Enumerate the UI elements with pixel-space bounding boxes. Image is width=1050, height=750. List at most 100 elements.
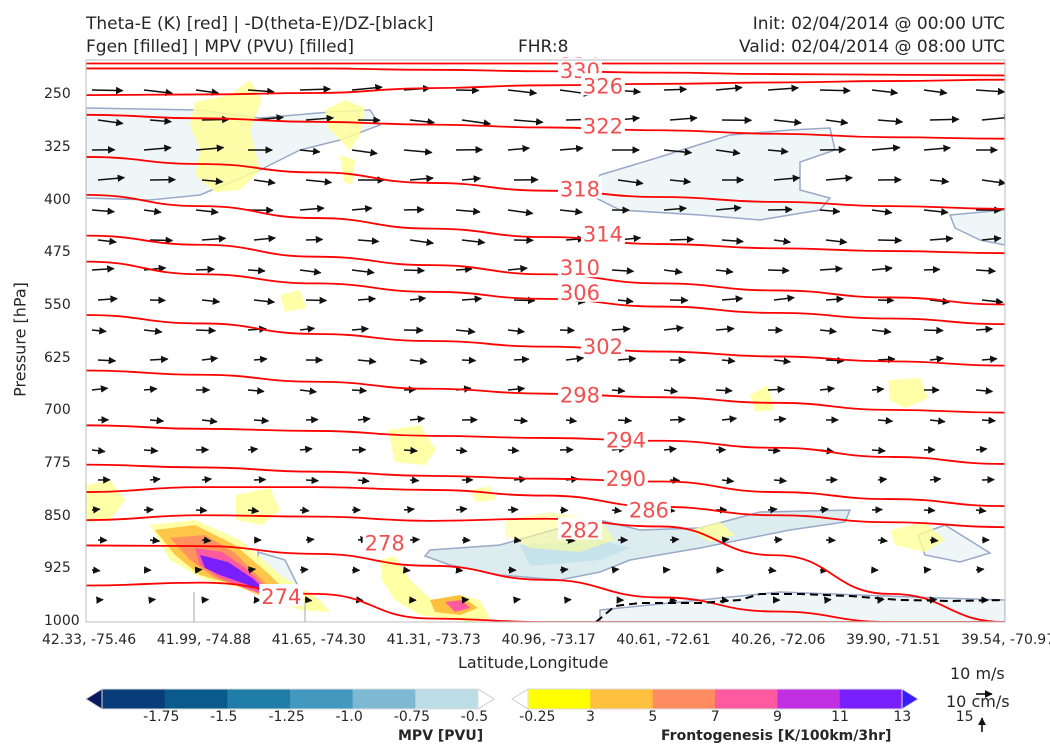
colorbar-tick-label: -1.5	[210, 709, 238, 725]
wind-vector	[929, 355, 945, 363]
wind-vector	[565, 536, 576, 544]
theta-e-label: 314	[583, 223, 623, 247]
wind-vector	[975, 445, 988, 454]
wind-vector	[149, 536, 161, 545]
wind-vector	[91, 327, 107, 335]
wind-vector	[929, 297, 951, 306]
wind-vector	[195, 88, 220, 96]
colorbar-segment	[590, 689, 654, 709]
theta-e-label-bg	[580, 221, 625, 244]
theta-e-contour-326	[86, 78, 1005, 97]
wind-vector	[663, 387, 679, 395]
wind-vector	[929, 235, 954, 243]
wind-vector	[455, 327, 476, 336]
theta-e-contour-310	[86, 234, 1005, 306]
wind-vector	[663, 267, 683, 276]
y-tick-label: 625	[44, 349, 71, 366]
wind-vector	[611, 566, 620, 574]
wind-vector	[201, 115, 230, 124]
wind-vector	[507, 385, 526, 393]
wind-vector	[929, 177, 950, 185]
wind-vector	[409, 536, 420, 544]
x-tick-label: 40.96, -73.17	[501, 632, 596, 648]
colorbar-tick-label: 7	[710, 709, 720, 725]
wind-vector	[721, 536, 730, 544]
wind-vector	[299, 445, 313, 454]
colorbar-tick-label: -1.0	[335, 709, 363, 725]
wind-vector	[825, 356, 845, 365]
wind-vector	[715, 84, 743, 92]
wind-vector	[669, 235, 695, 244]
wind-vector	[455, 207, 481, 216]
wind-vector	[663, 324, 685, 333]
wind-vector	[253, 416, 270, 425]
wind-vector	[663, 205, 687, 213]
wind-vector	[299, 147, 321, 156]
wind-vector	[507, 88, 538, 97]
wind-vector	[299, 506, 310, 514]
theta-e-contour-302	[86, 314, 1005, 367]
wind-vector	[981, 178, 1005, 187]
title-line-1: Theta-E (K) [red] | -D(theta-E)/DZ-[blac…	[86, 14, 434, 34]
theta-e-label-bg	[603, 465, 648, 488]
wind-vector	[669, 536, 680, 544]
y-tick-label: 325	[44, 138, 71, 155]
x-tick-label: 41.31, -73.73	[386, 632, 481, 648]
wind-vector	[143, 144, 172, 152]
wind-vector	[351, 205, 373, 213]
theta-e-label-bg	[603, 427, 648, 450]
theta-e-label-bg	[557, 279, 602, 302]
colorbar-segment	[290, 689, 354, 709]
wind-vector	[975, 387, 994, 395]
wind-vector	[877, 416, 894, 425]
wind-vector	[877, 536, 888, 545]
wind-vector	[877, 476, 888, 484]
x-tick-label: 39.54, -70.97	[961, 632, 1050, 648]
wind-vector	[195, 144, 225, 152]
valid-time: Valid: 02/04/2014 @ 08:00 UTC	[739, 37, 1005, 57]
wind-vector	[513, 536, 522, 544]
theta-e-label-bg	[557, 255, 602, 278]
wind-vector	[513, 118, 544, 126]
wind-vector	[715, 267, 734, 275]
wind-vector	[923, 566, 932, 574]
quiver-key-w-label: 10 cm/s	[946, 692, 1010, 711]
wind-vector	[299, 204, 325, 213]
wind-vector	[299, 325, 316, 333]
wind-vector	[247, 266, 266, 275]
wind-vector	[143, 207, 162, 216]
wind-vector	[819, 385, 836, 393]
wind-vector	[871, 144, 901, 152]
wind-vector	[981, 416, 997, 425]
theta-e-label: 274	[261, 585, 301, 609]
wind-vector	[876, 596, 885, 604]
wind-vector	[617, 355, 637, 363]
fgen-region	[200, 555, 272, 596]
wind-vector	[461, 175, 482, 183]
wind-vector	[923, 144, 951, 153]
wind-vector	[305, 476, 320, 485]
wind-vector	[409, 415, 426, 423]
wind-vector	[559, 207, 583, 216]
colorbar-tick-label: -0.5	[460, 709, 489, 725]
wind-vector	[305, 114, 335, 123]
wind-vector	[715, 148, 741, 157]
wind-vector	[455, 86, 480, 95]
wind-vector	[513, 416, 529, 425]
wind-vector	[663, 445, 677, 454]
theta-e-contour-298	[86, 369, 1005, 414]
colorbar-extend-low	[85, 688, 103, 710]
wind-vector	[611, 325, 631, 333]
theta-e-label: 278	[365, 532, 405, 556]
theta-e-contour-318	[86, 156, 1005, 210]
wind-vector	[513, 296, 536, 305]
fgen-region	[750, 385, 774, 412]
wind-vector	[351, 148, 378, 157]
wind-vector	[773, 237, 792, 246]
wind-vector	[409, 238, 435, 246]
theta-e-label: 302	[583, 335, 623, 359]
wind-vector	[247, 445, 259, 454]
wind-vector	[715, 325, 735, 333]
neg-dthetae-dz-contour	[595, 593, 1005, 622]
